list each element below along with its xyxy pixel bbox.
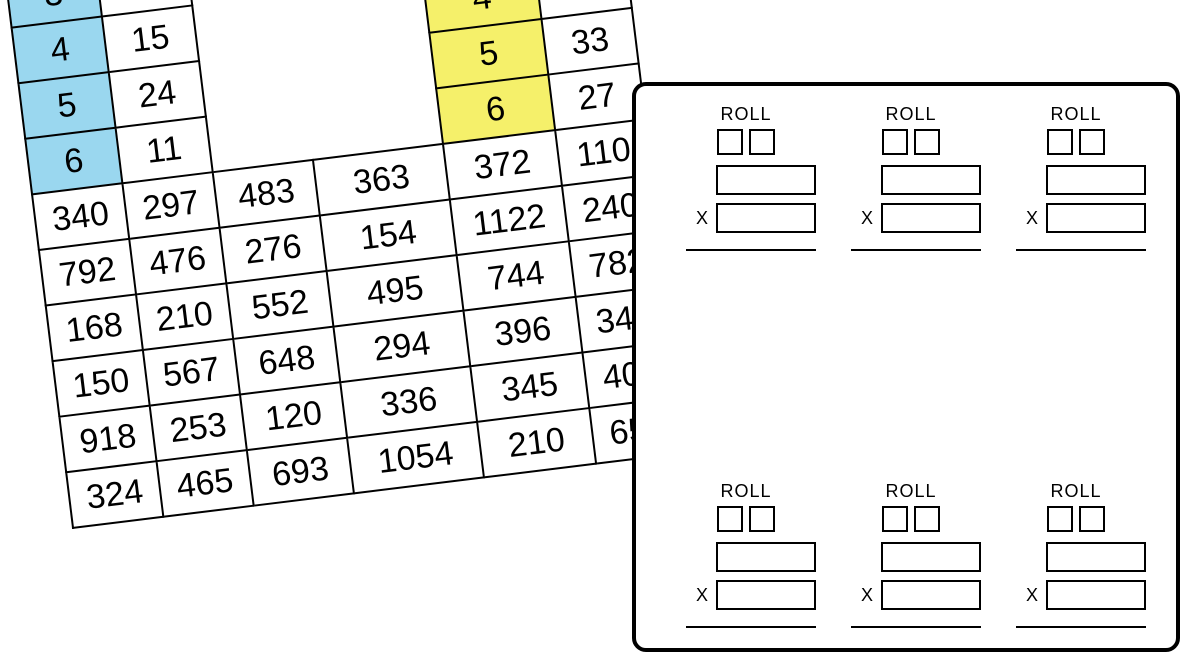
die-box[interactable]: [1079, 129, 1105, 155]
multiplication-problem: ROLL X: [996, 481, 1156, 628]
multiply-symbol: X: [861, 585, 873, 606]
die-box[interactable]: [749, 129, 775, 155]
answer-line: [851, 249, 981, 251]
factor-input[interactable]: [716, 542, 816, 572]
dice-pair: [717, 506, 775, 532]
worksheet-row-top: ROLL X ROLL X: [666, 104, 1156, 251]
die-box[interactable]: [717, 129, 743, 155]
die-box[interactable]: [914, 129, 940, 155]
multiply-symbol: X: [1026, 208, 1038, 229]
factor-input[interactable]: [716, 580, 816, 610]
die-box[interactable]: [1047, 506, 1073, 532]
board-center-gap: [192, 0, 443, 172]
die-box[interactable]: [1047, 129, 1073, 155]
grid-cell: 324: [66, 461, 163, 528]
die-box[interactable]: [914, 506, 940, 532]
dice-pair: [1047, 129, 1105, 155]
dice-pair: [882, 129, 940, 155]
multiply-symbol: X: [696, 585, 708, 606]
die-box[interactable]: [717, 506, 743, 532]
answer-line: [1016, 626, 1146, 628]
worksheet-row-bottom: ROLL X ROLL X: [666, 481, 1156, 628]
worksheet-card: ROLL X ROLL X: [632, 82, 1180, 652]
answer-line: [851, 626, 981, 628]
die-box[interactable]: [1079, 506, 1105, 532]
grid-cell: 465: [156, 450, 253, 517]
roll-label: ROLL: [720, 104, 771, 125]
roll-label: ROLL: [1050, 104, 1101, 125]
answer-line: [686, 626, 816, 628]
game-board: 1 Multiplication 1 2 2 23 3 3 31 4 15 4 …: [0, 0, 688, 529]
factor-input[interactable]: [716, 165, 816, 195]
factor-input[interactable]: [881, 580, 981, 610]
factor-input[interactable]: [1046, 580, 1146, 610]
factor-input[interactable]: [1046, 165, 1146, 195]
roll-label: ROLL: [885, 104, 936, 125]
multiply-symbol: X: [696, 208, 708, 229]
multiplication-problem: ROLL X: [831, 481, 991, 628]
multiplication-problem: ROLL X: [666, 481, 826, 628]
grid-cell: 693: [247, 438, 355, 506]
factor-input[interactable]: [881, 165, 981, 195]
factors: X: [841, 165, 981, 251]
roll-label: ROLL: [1050, 481, 1101, 502]
multiply-symbol: X: [861, 208, 873, 229]
dice-pair: [717, 129, 775, 155]
multiplication-problem: ROLL X: [666, 104, 826, 251]
factors: X: [676, 542, 816, 628]
roll-label: ROLL: [720, 481, 771, 502]
dice-pair: [1047, 506, 1105, 532]
multiplication-problem: ROLL X: [996, 104, 1156, 251]
roll-label: ROLL: [885, 481, 936, 502]
factors: X: [676, 165, 816, 251]
factor-input[interactable]: [716, 203, 816, 233]
die-box[interactable]: [882, 129, 908, 155]
multiply-symbol: X: [1026, 585, 1038, 606]
factor-input[interactable]: [881, 203, 981, 233]
factor-input[interactable]: [1046, 203, 1146, 233]
factors: X: [1006, 542, 1146, 628]
answer-line: [686, 249, 816, 251]
dice-pair: [882, 506, 940, 532]
board-table: 1 Multiplication 1 2 2 23 3 3 31 4 15 4 …: [0, 0, 688, 529]
factor-input[interactable]: [1046, 542, 1146, 572]
factors: X: [841, 542, 981, 628]
factors: X: [1006, 165, 1146, 251]
answer-line: [1016, 249, 1146, 251]
die-box[interactable]: [749, 506, 775, 532]
factor-input[interactable]: [881, 542, 981, 572]
multiplication-problem: ROLL X: [831, 104, 991, 251]
die-box[interactable]: [882, 506, 908, 532]
